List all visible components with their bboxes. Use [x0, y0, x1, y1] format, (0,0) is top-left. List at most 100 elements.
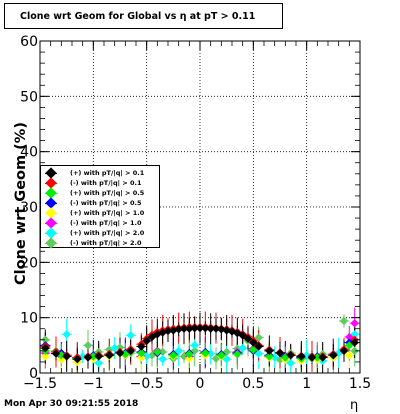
data-point [211, 324, 221, 333]
data-point [41, 343, 50, 353]
data-point [94, 352, 103, 361]
data-point [179, 324, 189, 333]
legend-label: (+) with pT/|q| > 1.0 [70, 209, 145, 217]
x-tick-label: 1 [302, 376, 311, 392]
data-point [233, 349, 242, 359]
data-point [83, 341, 93, 350]
chart-title: Clone wrt Geom for Global vs η at pT > 0… [4, 3, 283, 29]
data-point [142, 336, 151, 346]
y-tick-label: 60 [20, 34, 38, 50]
data-point [350, 319, 359, 328]
data-point [201, 323, 210, 333]
data-point [345, 351, 354, 360]
y-tick-label: 40 [20, 145, 38, 161]
x-tick-label: 0.5 [242, 376, 264, 392]
data-point [41, 335, 50, 344]
data-point [153, 347, 162, 357]
data-point [142, 352, 151, 361]
x-tick-label: 0 [196, 376, 205, 392]
y-tick-label: 50 [20, 89, 38, 105]
data-point [217, 325, 226, 334]
data-point [89, 352, 98, 361]
legend-marker [45, 237, 57, 249]
legend-label: (+) with pT/|q| > 2.0 [70, 229, 145, 237]
legend-label: (+) with pT/|q| > 0.1 [70, 169, 145, 177]
data-point [174, 346, 183, 356]
legend-item: (-) with pT/|q| > 0.1 [41, 177, 159, 189]
timestamp-label: Mon Apr 30 09:21:55 2018 [4, 399, 139, 409]
data-point [297, 352, 306, 361]
data-point [137, 342, 146, 351]
legend-label: (+) with pT/|q| > 0.5 [70, 189, 145, 197]
data-point [339, 316, 349, 326]
data-point [254, 349, 263, 358]
data-point [158, 354, 167, 364]
data-point [265, 352, 274, 361]
data-point [195, 323, 205, 333]
x-axis-label: η [350, 398, 359, 413]
data-point [243, 334, 253, 343]
data-point [313, 353, 322, 362]
data-point [286, 351, 295, 360]
legend-item: (-) with pT/|q| > 0.5 [41, 197, 159, 209]
data-point [227, 327, 237, 336]
data-point [339, 346, 349, 356]
data-point [185, 324, 194, 333]
data-point [73, 354, 82, 364]
data-point [190, 341, 199, 350]
legend-item: (+) with pT/|q| > 2.0 [41, 227, 159, 239]
legend-item: (+) with pT/|q| > 0.1 [41, 167, 159, 179]
y-tick-label: 0 [29, 366, 38, 382]
data-point [41, 352, 50, 361]
data-point [206, 324, 215, 333]
data-point [110, 343, 119, 353]
data-point [249, 338, 258, 347]
data-point [222, 326, 231, 335]
data-point [126, 331, 135, 340]
legend-item: (-) with pT/|q| > 2.0 [41, 237, 159, 249]
data-point [238, 343, 247, 353]
data-point [350, 346, 359, 356]
legend-label: (-) with pT/|q| > 0.5 [70, 199, 142, 207]
x-tick-label: −0.5 [130, 376, 164, 392]
data-point [174, 325, 183, 334]
y-tick-label: 10 [20, 311, 38, 327]
data-point [185, 354, 194, 363]
legend-label: (-) with pT/|q| > 0.1 [70, 179, 142, 187]
data-point [115, 343, 125, 352]
data-point [190, 323, 199, 333]
legend-item: (-) with pT/|q| > 1.0 [41, 217, 159, 229]
x-tick-label: −1 [83, 376, 104, 392]
axis-ticks [39, 40, 361, 374]
data-point [254, 333, 263, 342]
data-point [57, 355, 66, 364]
data-point [126, 346, 135, 356]
data-point [307, 353, 317, 362]
data-point [217, 351, 226, 360]
data-point [329, 351, 338, 360]
data-point [201, 348, 210, 358]
data-point [265, 346, 274, 356]
legend-label: (-) with pT/|q| > 1.0 [70, 219, 142, 227]
y-tick-label: 30 [20, 200, 38, 216]
data-point [318, 353, 327, 362]
legend-label: (-) with pT/|q| > 2.0 [70, 239, 142, 247]
x-tick-label: −1.5 [23, 376, 57, 392]
data-point [62, 330, 71, 339]
legend-item: (+) with pT/|q| > 1.0 [41, 207, 159, 219]
data-point [185, 349, 194, 359]
data-point [249, 345, 258, 354]
data-point [83, 353, 93, 362]
data-point [169, 326, 178, 335]
data-point [169, 351, 178, 360]
data-point [158, 347, 167, 357]
data-point [51, 349, 61, 358]
data-point [62, 352, 71, 361]
legend-item: (+) with pT/|q| > 0.5 [41, 187, 159, 199]
data-point [275, 348, 285, 358]
data-point [254, 342, 263, 351]
y-axis-label: Clone wrt Geom (%) [13, 122, 29, 285]
data-point [137, 353, 146, 362]
data-point [115, 348, 125, 358]
